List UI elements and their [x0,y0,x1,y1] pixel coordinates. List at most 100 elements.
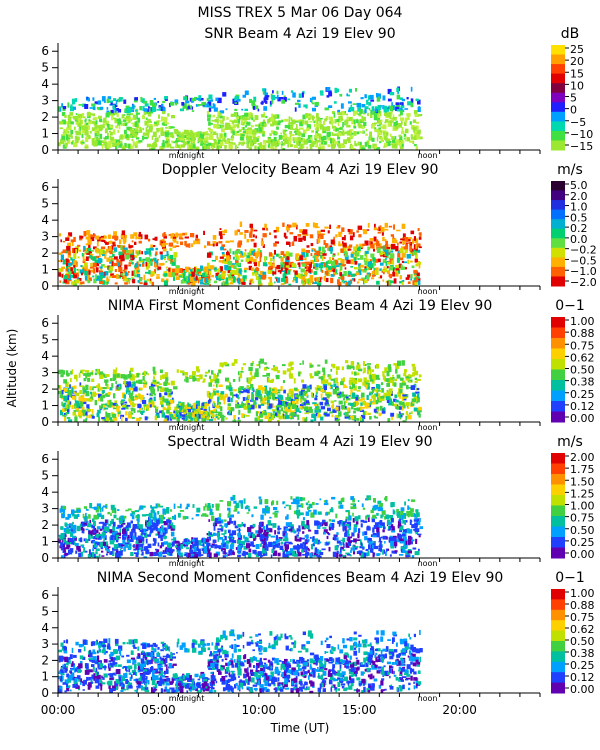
data-cell [410,411,413,415]
data-cell [169,254,174,261]
data-cell [418,374,422,378]
data-cell [170,244,172,247]
data-cell [377,124,381,127]
data-cell [419,232,422,238]
data-cell [218,411,223,416]
data-cell [91,415,95,419]
data-cell [97,369,100,375]
data-cell [343,401,346,407]
data-cell [340,248,344,253]
data-cell [229,272,232,278]
data-cell [128,264,131,267]
data-cell [149,147,153,150]
data-cell [397,413,401,418]
data-cell [59,391,62,394]
data-cell [143,380,147,383]
data-cell [411,398,416,403]
data-cell [348,379,352,385]
data-cell [204,278,208,283]
data-cell [164,392,168,396]
data-cell [70,129,74,135]
data-cell [213,139,217,144]
data-cell [154,384,157,387]
data-cell [366,279,369,281]
data-cell [195,418,198,422]
data-cell [127,374,132,379]
data-cell [275,405,278,410]
colorbar-label: 0.88 [570,327,595,340]
data-cell [333,269,338,274]
data-cell [317,146,323,150]
data-cell [183,270,187,274]
data-cell [314,413,317,419]
data-cell [183,96,187,101]
data-cell [337,382,339,387]
data-cell [272,395,275,401]
data-cell [338,243,342,247]
data-cell [383,407,386,411]
data-cell [107,111,112,115]
data-cell [117,509,120,511]
colorbar-label: 0.0 [570,233,588,246]
data-cell [289,232,294,235]
data-cell [225,108,228,111]
data-cell [156,121,160,126]
data-cell [366,99,369,105]
data-cell [337,143,341,147]
data-cell [255,411,258,417]
data-cell [81,265,84,272]
data-cell [69,116,74,119]
data-cell [114,400,117,404]
data-cell [338,392,343,398]
data-cell [101,254,105,257]
data-cell [179,140,184,142]
colorbar-swatch [551,140,565,151]
data-cell [357,225,363,230]
data-cell [217,271,220,274]
data-cell [99,253,101,258]
data-cell [160,146,165,149]
data-cell [96,251,99,254]
data-cell [280,145,283,150]
data-cell [356,418,360,421]
data-cell [121,416,123,422]
data-cell [290,90,294,93]
data-cell [144,250,149,255]
data-cell [242,94,246,98]
data-cell [382,245,385,251]
data-cell [91,103,95,107]
data-cell [149,394,153,397]
data-cell [348,101,352,104]
data-cell [281,277,286,282]
data-cell [258,361,261,366]
data-cell [360,255,364,260]
data-cell [315,139,320,143]
data-cell [343,385,348,389]
data-cell [272,410,276,413]
data-cell [108,399,112,404]
data-cell [267,413,271,418]
data-cell [99,508,102,513]
data-cell [369,399,373,402]
data-cell [178,405,182,408]
data-cell [212,378,216,382]
data-cell [371,369,374,373]
data-cell [104,403,107,406]
y-tick-label: 4 [41,349,49,363]
data-cell [296,141,300,145]
data-cell [351,405,354,410]
data-cell [387,122,391,127]
data-cell [168,393,172,396]
data-cell [410,401,415,406]
data-cell [61,274,64,278]
data-cell [247,381,251,384]
data-cell [83,231,87,237]
data-cell [204,143,209,147]
data-cell [373,111,376,116]
data-cell [144,103,149,107]
data-cell [225,240,230,243]
data-cell [125,253,130,256]
data-cell [221,271,227,274]
data-cell [283,389,286,394]
data-cell [92,104,96,110]
